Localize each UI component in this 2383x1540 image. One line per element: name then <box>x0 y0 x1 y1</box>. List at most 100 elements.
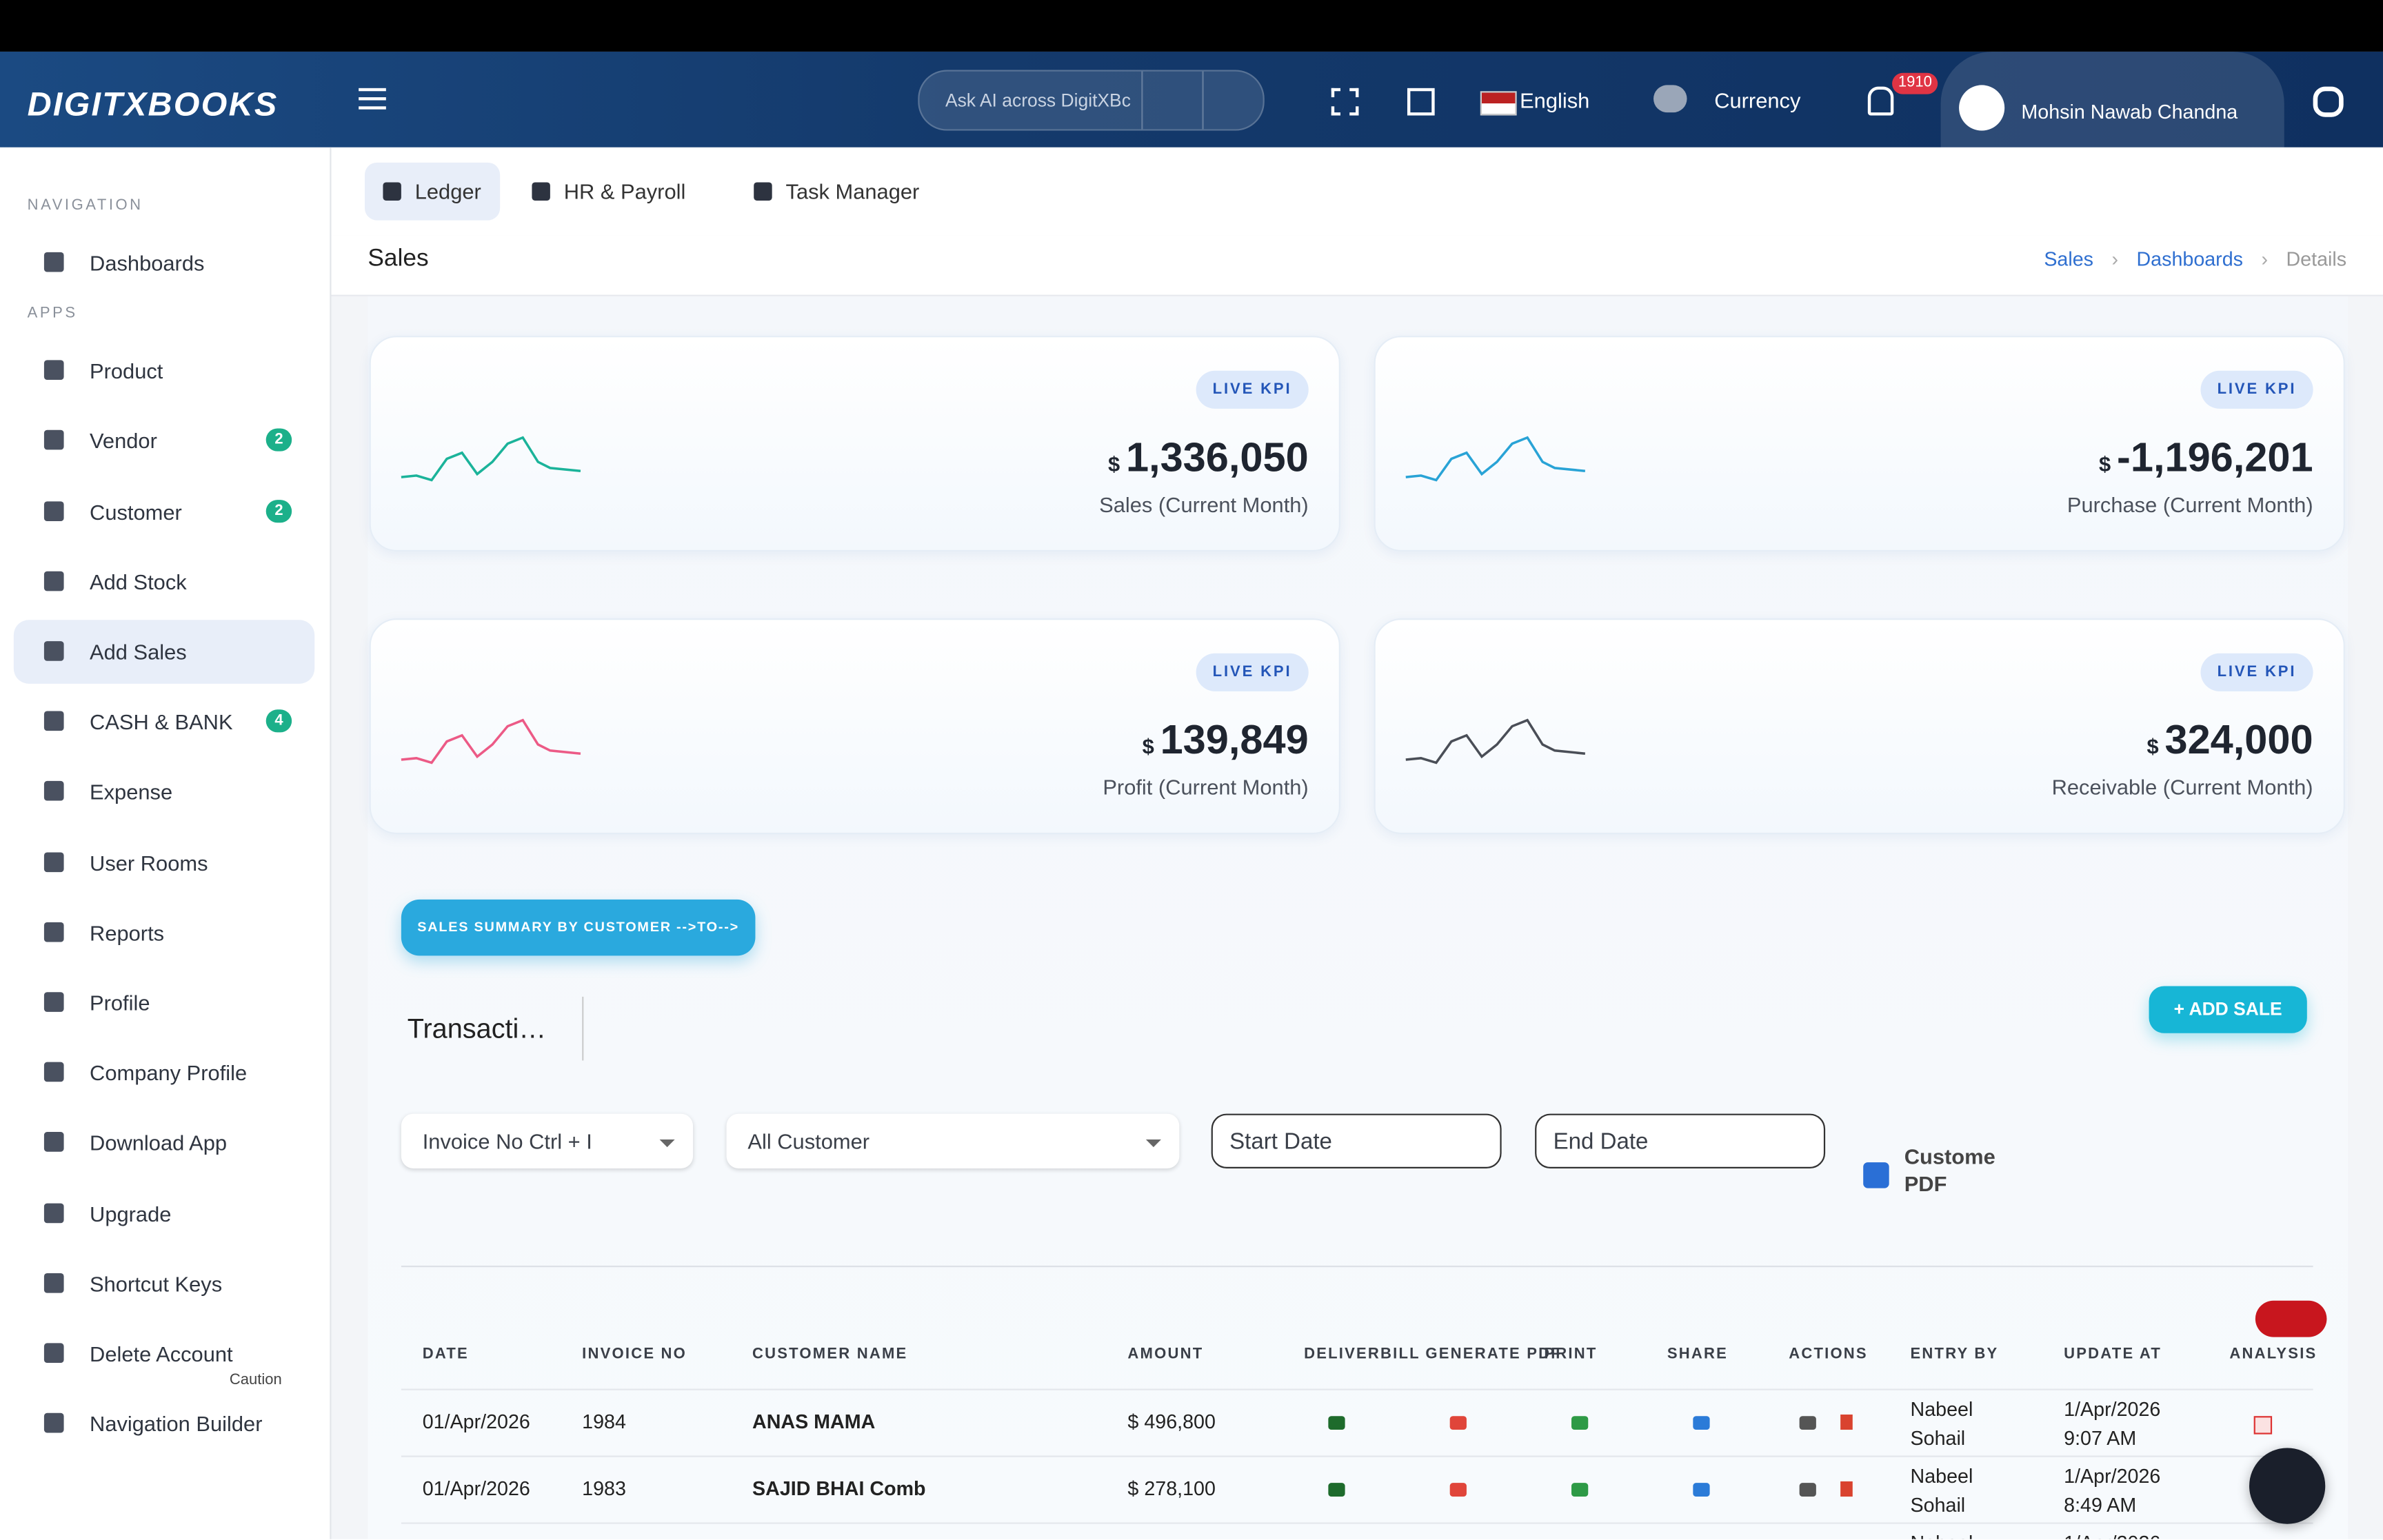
column-header: INVOICE NO <box>582 1346 687 1364</box>
nav-badge: 2 <box>265 429 292 452</box>
nav-item[interactable]: Add Stock <box>14 549 314 614</box>
row-action-icon[interactable] <box>1328 1416 1345 1430</box>
tab[interactable]: Task Manager <box>736 163 938 221</box>
cell-invoice-no: 1984 <box>582 1410 626 1433</box>
kpi-currency: $ <box>1107 451 1120 476</box>
kpi-label: Receivable (Current Month) <box>2051 775 2313 800</box>
nav-label: Product <box>90 358 163 383</box>
row-action-icon[interactable] <box>1693 1483 1710 1497</box>
language[interactable]: English <box>1520 88 1590 113</box>
nav-label: Profile <box>90 991 150 1015</box>
user-menu[interactable]: Mohsin Nawab Chandna <box>1940 51 2284 155</box>
kpi-card: LIVE KPI $139,849 Profit (Current Month) <box>369 618 1340 835</box>
row-action-icon[interactable] <box>1840 1481 1853 1497</box>
breadcrumb-item[interactable]: Sales <box>2044 247 2094 271</box>
nav-item[interactable]: Navigation Builder <box>14 1392 314 1456</box>
nav-item[interactable]: Delete Account Caution <box>14 1322 314 1389</box>
breadcrumb-bar: Sales Sales › Dashboards › Details <box>331 235 2383 296</box>
row-action-icon[interactable] <box>1840 1414 1853 1430</box>
dropdown-arrow <box>659 1139 675 1155</box>
row-action-icon[interactable] <box>1693 1416 1710 1430</box>
checkbox-label: Custome PDF <box>1904 1144 1995 1196</box>
row-divider <box>401 1522 2313 1524</box>
filter-invoice[interactable]: Invoice No Ctrl + I <box>401 1113 694 1168</box>
nav-label: Customer <box>90 499 182 524</box>
flag <box>1480 91 1517 116</box>
breadcrumb-item[interactable]: Dashboards <box>2136 247 2244 271</box>
nav-label: Shortcut Keys <box>90 1271 223 1296</box>
nav-icon <box>43 711 64 731</box>
nav-section-title: APPS <box>27 305 78 323</box>
nav-item[interactable]: Expense <box>14 760 314 824</box>
row-action-icon[interactable] <box>1799 1483 1816 1497</box>
tab[interactable]: Ledger <box>364 162 500 221</box>
nav-icon <box>43 1062 64 1082</box>
breadcrumb-separator: › <box>2261 247 2269 271</box>
kpi-tag: LIVE KPI <box>2200 653 2313 691</box>
floating-logo[interactable] <box>2249 1448 2326 1524</box>
kpi-value: $1,336,050 <box>1108 434 1309 481</box>
search-box[interactable]: Ask AI across DigitXBc <box>918 70 1265 131</box>
nav-item[interactable]: Customer 2 <box>14 480 314 544</box>
add-sale-button[interactable]: + ADD SALE <box>2149 986 2307 1033</box>
column-header: AMOUNT <box>1127 1346 1204 1364</box>
tab-label: Ledger <box>414 179 481 204</box>
analysis-icon[interactable] <box>2253 1416 2273 1435</box>
user-name: Mohsin Nawab Chandna <box>2021 100 2238 123</box>
column-header: PRINT <box>1544 1346 1598 1364</box>
nav-icon <box>43 500 64 521</box>
nav-item[interactable]: Vendor 2 <box>14 409 314 474</box>
tab[interactable]: HR & Payroll <box>514 163 704 221</box>
filter-customer[interactable]: All Customer <box>726 1113 1180 1168</box>
kpi-amount: -1,196,201 <box>2117 434 2313 480</box>
fullscreen-button[interactable] <box>1331 88 1359 116</box>
nav-item[interactable]: Add Sales <box>13 620 315 684</box>
nav-item[interactable]: Profile <box>14 971 314 1035</box>
nav-item[interactable]: Upgrade <box>14 1182 314 1246</box>
nav-icon <box>43 1132 64 1153</box>
refresh-button[interactable] <box>2255 1300 2327 1337</box>
row-action-icon[interactable] <box>1799 1416 1816 1430</box>
sparkline <box>1405 436 1586 482</box>
row-action-icon[interactable] <box>1571 1416 1589 1430</box>
nav-item[interactable]: Product <box>14 339 314 403</box>
checkbox[interactable] <box>1863 1162 1889 1188</box>
nav-item[interactable]: Dashboards <box>14 231 314 295</box>
nav-item[interactable]: Reports <box>14 901 314 965</box>
menu-button[interactable] <box>359 88 386 92</box>
column-header: SHARE <box>1667 1346 1729 1364</box>
nav-item[interactable]: Shortcut Keys <box>14 1252 314 1316</box>
column-header: UPDATE AT <box>2064 1346 2162 1364</box>
row-action-icon[interactable] <box>1328 1483 1345 1497</box>
filter-text: End Date <box>1553 1128 1649 1155</box>
nav-item[interactable]: User Rooms <box>14 831 314 895</box>
logo: DIGITXBOOKS <box>27 85 279 123</box>
nav-label: User Rooms <box>90 850 208 875</box>
page-title: Sales <box>368 246 429 272</box>
currency[interactable]: Currency <box>1714 88 1801 113</box>
filter-start-date[interactable]: Start Date <box>1211 1113 1502 1168</box>
nav-item[interactable]: CASH & BANK 4 <box>14 690 314 754</box>
notification-button[interactable] <box>1867 86 1894 116</box>
kpi-tag: LIVE KPI <box>1196 653 1309 691</box>
filter-end-date[interactable]: End Date <box>1535 1113 1826 1168</box>
nav-item[interactable]: Download App <box>14 1111 314 1175</box>
summary-button[interactable]: SALES SUMMARY BY CUSTOMER -->TO--> <box>401 899 756 956</box>
sparkline <box>401 436 581 482</box>
cell-amount: $ 496,800 <box>1127 1410 1216 1433</box>
row-action-icon[interactable] <box>1449 1416 1467 1430</box>
apps-button[interactable] <box>1407 88 1435 116</box>
separator <box>401 1265 2313 1268</box>
header: DIGITXBOOKS Ask AI across DigitXBc Engli… <box>0 51 2383 155</box>
search-placeholder: Ask AI across DigitXBc <box>945 90 1131 111</box>
column-header: CUSTOMER NAME <box>752 1346 908 1364</box>
kpi-label: Profit (Current Month) <box>1103 775 1309 800</box>
tab-icon <box>754 182 772 201</box>
settings-button[interactable] <box>2313 86 2344 117</box>
row-action-icon[interactable] <box>1449 1483 1467 1497</box>
row-action-icon[interactable] <box>1571 1483 1589 1497</box>
nav-label: Company Profile <box>90 1060 248 1086</box>
nav-label: Vendor <box>90 429 157 454</box>
nav-item[interactable]: Company Profile <box>14 1041 314 1105</box>
tab-bar: Ledger HR & Payroll Task Manager <box>331 147 2383 236</box>
